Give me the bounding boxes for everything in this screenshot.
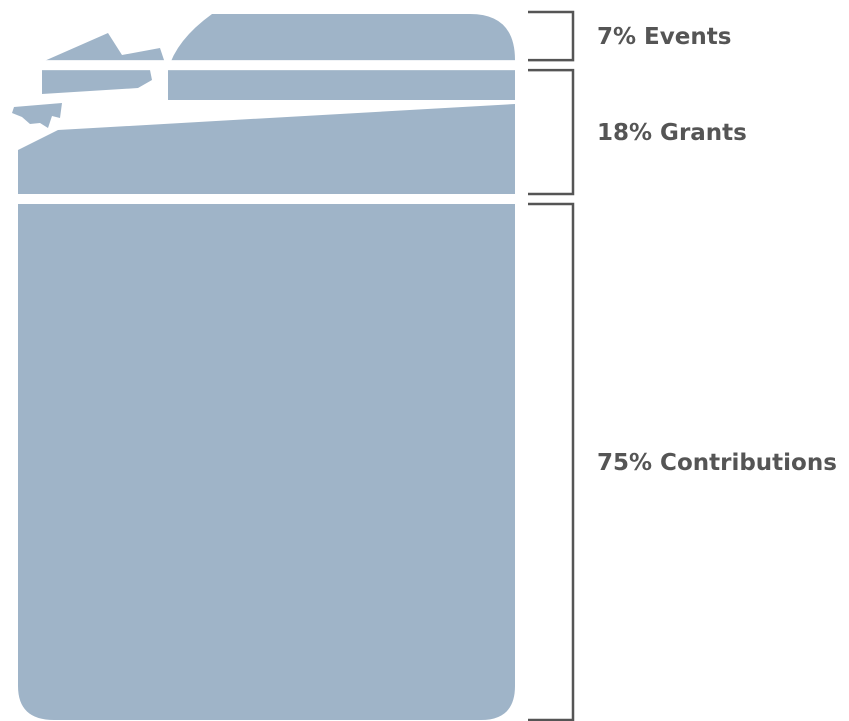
segment-events <box>12 14 515 61</box>
bracket-events <box>528 10 575 62</box>
segment-contributions <box>12 204 515 720</box>
segment-labels: 7% Events 18% Grants 75% Contributions <box>597 24 837 476</box>
label-contributions: 75% Contributions <box>597 450 837 476</box>
bracket-contributions <box>528 202 575 721</box>
label-events: 7% Events <box>597 24 731 50</box>
bracket-grants <box>528 68 575 196</box>
jerry-can-icon <box>12 14 515 720</box>
label-grants: 18% Grants <box>597 120 747 146</box>
segment-brackets <box>528 10 575 721</box>
segment-grants <box>12 70 515 194</box>
